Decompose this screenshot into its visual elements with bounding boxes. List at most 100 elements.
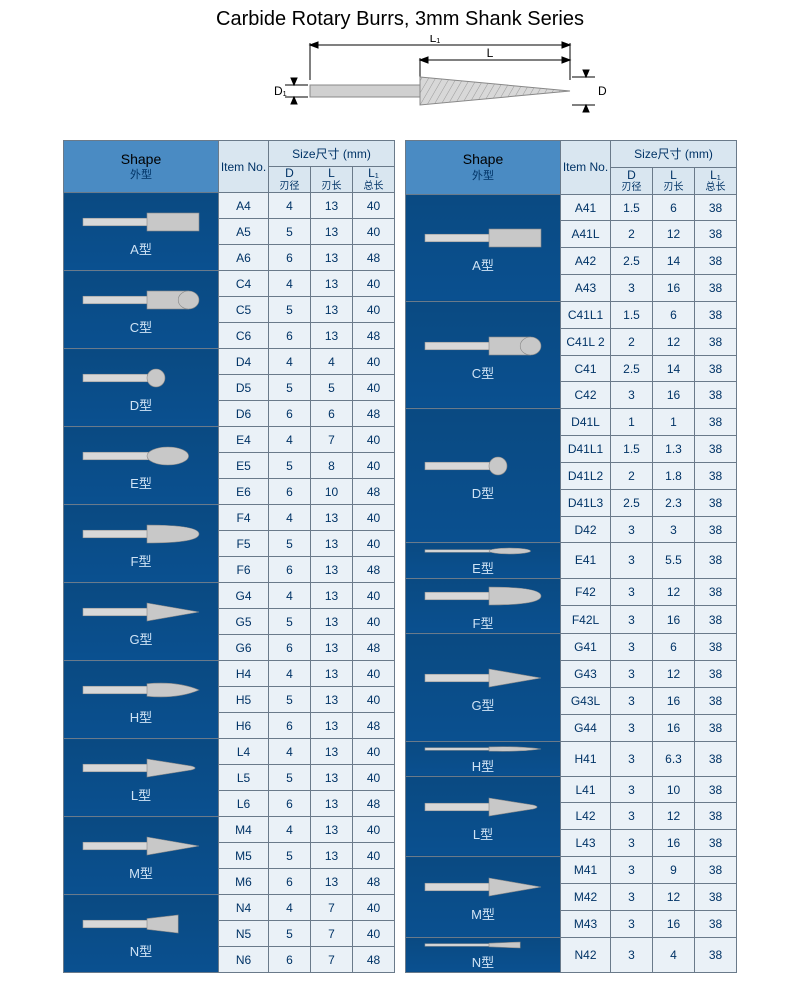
l-cell: 13 <box>311 661 353 687</box>
d-cell: 5 <box>269 609 311 635</box>
item-cell: M5 <box>219 843 269 869</box>
l-cell: 5 <box>311 375 353 401</box>
shape-cell-L型: L型 <box>64 739 219 817</box>
d-cell: 2 <box>611 462 653 489</box>
item-cell: D4 <box>219 349 269 375</box>
l1-cell: 38 <box>695 409 737 436</box>
l-cell: 7 <box>311 921 353 947</box>
l1-cell: 40 <box>353 349 395 375</box>
l-cell: 16 <box>653 382 695 409</box>
l-cell: 5.5 <box>653 543 695 578</box>
l-cell: 13 <box>311 245 353 271</box>
l1-cell: 38 <box>695 937 737 972</box>
l1-cell: 38 <box>695 543 737 578</box>
d-cell: 1.5 <box>611 436 653 463</box>
d-cell: 4 <box>269 583 311 609</box>
shape-cell-D型: D型 <box>406 409 561 543</box>
l-cell: 1.8 <box>653 462 695 489</box>
item-cell: C41 <box>561 355 611 382</box>
d-cell: 5 <box>269 843 311 869</box>
l1-cell: 40 <box>353 531 395 557</box>
d-cell: 6 <box>269 401 311 427</box>
l1-cell: 40 <box>353 219 395 245</box>
data-row: E型 E4135.538 <box>406 543 737 578</box>
l1-cell: 38 <box>695 328 737 355</box>
l1-cell: 48 <box>353 947 395 973</box>
d-cell: 3 <box>611 857 653 884</box>
l1-cell: 38 <box>695 436 737 463</box>
data-row: G型 G413638 <box>406 634 737 661</box>
l1-cell: 40 <box>353 453 395 479</box>
d-cell: 1 <box>611 409 653 436</box>
l1-cell: 40 <box>353 505 395 531</box>
item-cell: M4 <box>219 817 269 843</box>
l1-cell: 40 <box>353 375 395 401</box>
l-cell: 9 <box>653 857 695 884</box>
d-cell: 3 <box>611 776 653 803</box>
l-cell: 4 <box>311 349 353 375</box>
d-cell: 2.5 <box>611 248 653 275</box>
d-cell: 3 <box>611 741 653 776</box>
d-cell: 5 <box>269 531 311 557</box>
l-cell: 13 <box>311 609 353 635</box>
item-cell: N4 <box>219 895 269 921</box>
l1-cell: 38 <box>695 248 737 275</box>
d-cell: 3 <box>611 803 653 830</box>
d-cell: 3 <box>611 937 653 972</box>
item-cell: A6 <box>219 245 269 271</box>
l-cell: 13 <box>311 557 353 583</box>
data-row: D型 D44440 <box>64 349 395 375</box>
l1-cell: 40 <box>353 193 395 219</box>
item-cell: D6 <box>219 401 269 427</box>
shape-cell-D型: D型 <box>64 349 219 427</box>
l1-cell: 40 <box>353 843 395 869</box>
l-cell: 6 <box>653 301 695 328</box>
d-cell: 3 <box>611 830 653 857</box>
d-cell: 3 <box>611 714 653 741</box>
shape-cell-H型: H型 <box>406 741 561 776</box>
l-cell: 3 <box>653 516 695 543</box>
item-cell: L4 <box>219 739 269 765</box>
dimension-diagram: L₁ L D₁ D <box>0 35 800 130</box>
l-cell: 4 <box>653 937 695 972</box>
item-cell: A42 <box>561 248 611 275</box>
d-cell: 4 <box>269 193 311 219</box>
l1-cell: 38 <box>695 382 737 409</box>
shape-cell-F型: F型 <box>406 578 561 634</box>
d-cell: 6 <box>269 947 311 973</box>
hdr-size: Size尺寸 (mm) <box>611 141 737 168</box>
d-cell: 5 <box>269 687 311 713</box>
l1-cell: 40 <box>353 583 395 609</box>
item-cell: G43L <box>561 687 611 714</box>
shape-cell-M型: M型 <box>64 817 219 895</box>
d-cell: 4 <box>269 817 311 843</box>
hdr-D: D刃径 <box>611 167 653 194</box>
item-cell: H5 <box>219 687 269 713</box>
l1-cell: 40 <box>353 895 395 921</box>
d-cell: 3 <box>611 634 653 661</box>
data-row: L型 L441340 <box>64 739 395 765</box>
item-cell: C42 <box>561 382 611 409</box>
data-row: A型 A411.5638 <box>406 194 737 221</box>
l-cell: 7 <box>311 895 353 921</box>
d-cell: 3 <box>611 382 653 409</box>
l1-cell: 40 <box>353 297 395 323</box>
l-cell: 2.3 <box>653 489 695 516</box>
item-cell: M41 <box>561 857 611 884</box>
shape-cell-A型: A型 <box>406 194 561 301</box>
l-cell: 16 <box>653 687 695 714</box>
l1-cell: 48 <box>353 479 395 505</box>
item-cell: G41 <box>561 634 611 661</box>
l-cell: 13 <box>311 219 353 245</box>
l1-cell: 38 <box>695 883 737 910</box>
l-cell: 16 <box>653 714 695 741</box>
l-cell: 13 <box>311 505 353 531</box>
item-cell: L43 <box>561 830 611 857</box>
item-cell: A43 <box>561 275 611 302</box>
data-row: N型 N423438 <box>406 937 737 972</box>
shape-cell-A型: A型 <box>64 193 219 271</box>
d-cell: 4 <box>269 895 311 921</box>
d-cell: 5 <box>269 921 311 947</box>
l-cell: 14 <box>653 248 695 275</box>
d-cell: 6 <box>269 791 311 817</box>
